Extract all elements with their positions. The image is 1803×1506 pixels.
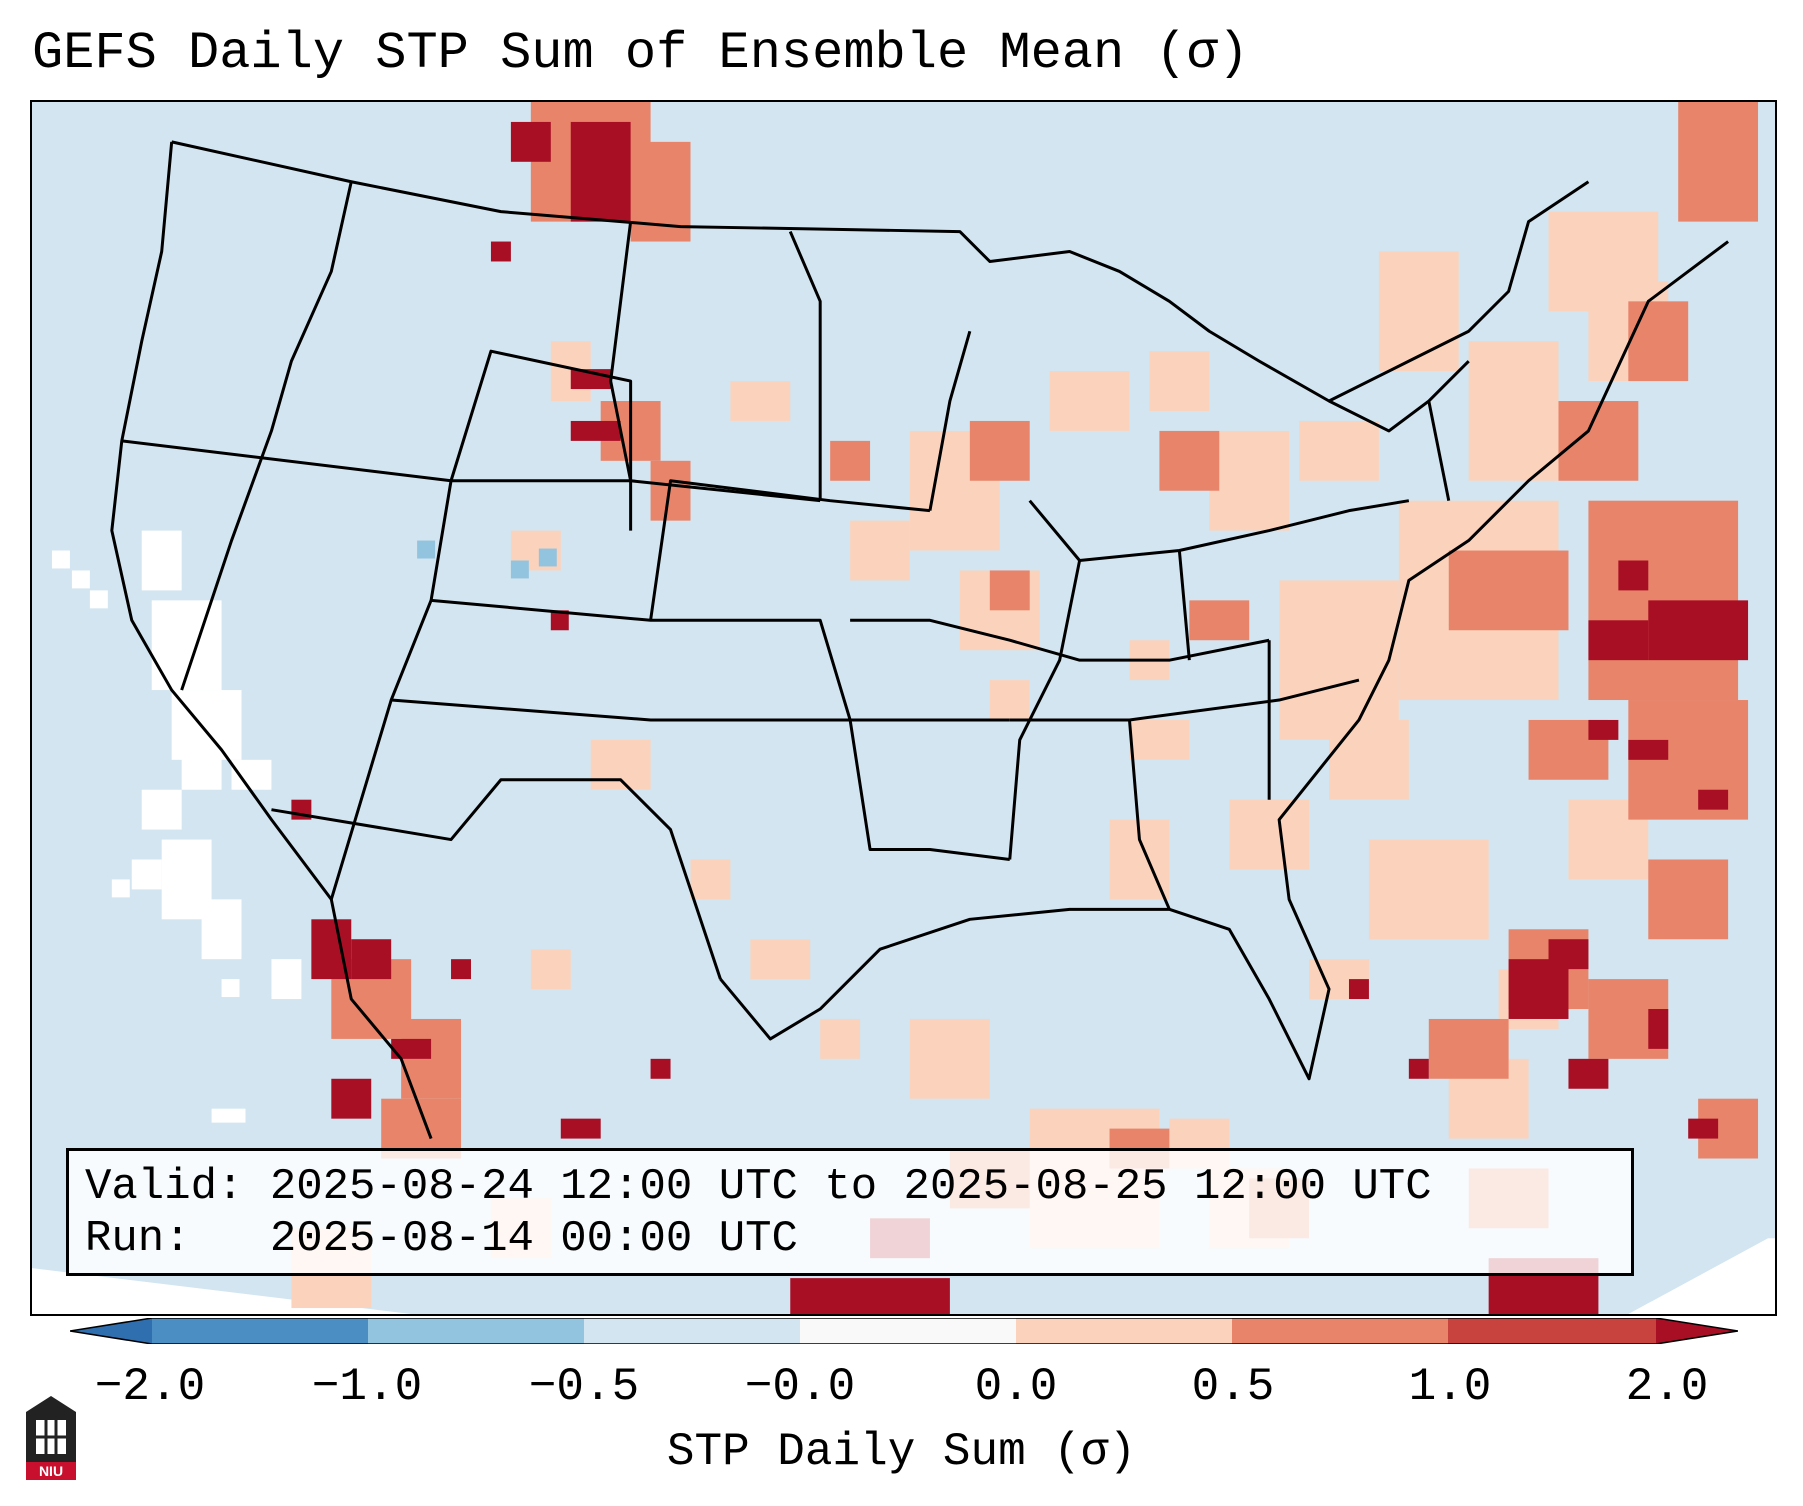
map-panel bbox=[30, 100, 1777, 1316]
colorbar-tick-label: 0.5 bbox=[1191, 1361, 1275, 1413]
colorbar bbox=[70, 1318, 1738, 1344]
colorbar-tick-label: −0.0 bbox=[744, 1361, 856, 1413]
stp-map bbox=[32, 102, 1775, 1314]
colorbar-bin-neg2-neg1 bbox=[152, 1318, 368, 1344]
neutral-cells-pacific bbox=[51, 530, 302, 1123]
colorbar-bin-1-2 bbox=[1448, 1318, 1656, 1344]
colorbar-bin-0-05 bbox=[1016, 1318, 1232, 1344]
geographic-borders bbox=[110, 140, 1730, 1140]
logo-text: NIU bbox=[39, 1463, 63, 1479]
colorbar-tick-label: −0.5 bbox=[528, 1361, 640, 1413]
map-title: GEFS Daily STP Sum of Ensemble Mean (σ) bbox=[32, 24, 1249, 83]
run-info-box: Valid: 2025-08-24 12:00 UTC to 2025-08-2… bbox=[66, 1148, 1634, 1276]
colorbar-tick-label: −2.0 bbox=[94, 1361, 206, 1413]
valid-time-line: Valid: 2025-08-24 12:00 UTC to 2025-08-2… bbox=[85, 1162, 1432, 1212]
negative-cells bbox=[417, 540, 557, 579]
colorbar-tick-label: 0.0 bbox=[974, 1361, 1058, 1413]
outside-domain-area-right bbox=[1628, 1238, 1775, 1314]
colorbar-bin-neg1-neg05 bbox=[368, 1318, 584, 1344]
niu-logo-icon: NIU bbox=[26, 1396, 76, 1480]
run-time-line: Run: 2025-08-14 00:00 UTC bbox=[85, 1214, 798, 1264]
colorbar-tick-label: 1.0 bbox=[1408, 1361, 1492, 1413]
colorbar-label: STP Daily Sum (σ) bbox=[666, 1426, 1137, 1478]
colorbar-extend-high bbox=[1656, 1318, 1738, 1344]
colorbar-tick-label: −1.0 bbox=[311, 1361, 423, 1413]
colorbar-bin-05-1 bbox=[1232, 1318, 1448, 1344]
colorbar-bin-neg05-0 bbox=[584, 1318, 800, 1344]
light-positive-cells bbox=[291, 211, 1669, 1309]
colorbar-bin-0 bbox=[800, 1318, 1016, 1344]
colorbar-extend-low bbox=[70, 1318, 152, 1344]
colorbar-tick-label: 2.0 bbox=[1625, 1361, 1709, 1413]
